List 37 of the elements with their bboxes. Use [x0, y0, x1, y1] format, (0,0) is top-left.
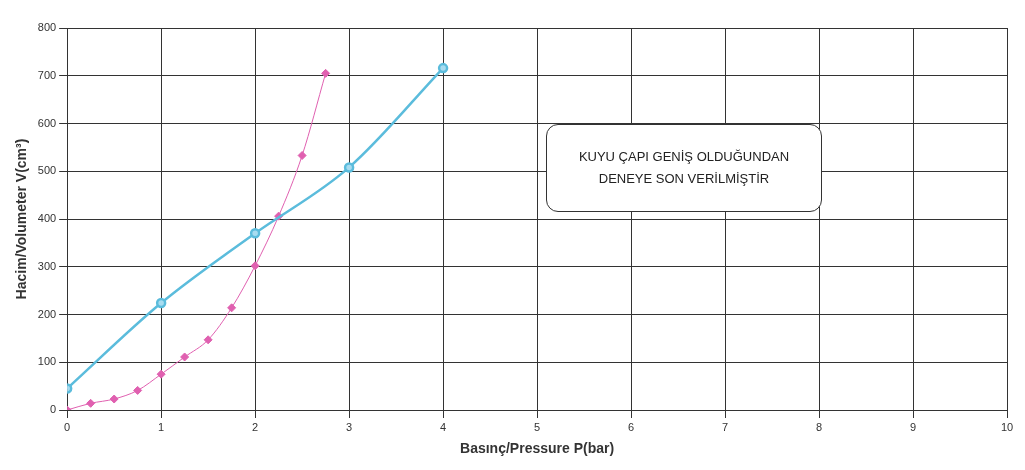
y-axis-title: Hacim/Volumeter V(cm³)	[13, 138, 30, 300]
y-tick-label: 800	[37, 21, 57, 34]
x-tick-label: 9	[909, 420, 917, 433]
x-tick-label: 5	[534, 420, 541, 433]
y-tick-label: 300	[37, 259, 57, 272]
point	[155, 297, 167, 309]
point	[133, 385, 143, 395]
point	[156, 369, 166, 379]
x-tick-label: 4	[440, 420, 447, 433]
y-tick-label: 200	[37, 307, 57, 320]
point	[437, 62, 449, 74]
y-tick-label: 100	[37, 355, 57, 368]
x-tick-label: 2	[252, 420, 259, 433]
y-tick-label: 400	[37, 212, 57, 225]
x-tick-label: 1	[158, 420, 165, 433]
x-tick-label: 0	[64, 420, 71, 433]
point	[203, 335, 213, 345]
point	[227, 303, 237, 313]
y-tick-label: 500	[37, 164, 57, 177]
x-tick-label: 7	[721, 420, 729, 433]
x-tick-label: 10	[1000, 420, 1014, 433]
x-tick-label: 6	[628, 420, 635, 433]
point	[86, 398, 96, 408]
point	[250, 261, 260, 271]
point	[180, 352, 190, 362]
x-tick-label: 8	[815, 420, 823, 433]
point	[249, 228, 261, 239]
point	[297, 150, 307, 160]
y-tick-label: 600	[37, 116, 57, 129]
point	[343, 162, 355, 173]
point	[109, 394, 119, 404]
point	[321, 68, 331, 78]
callout-box: KUYU ÇAPI GENİŞ OLDUĞUNDAN DENEYE SON VERİLMİŞTİR	[546, 124, 822, 212]
y-tick-label: 700	[37, 68, 57, 81]
y-tick-label: 0	[50, 403, 57, 416]
x-axis-title: Basınç/Pressure P(bar)	[460, 440, 615, 457]
x-tick-label: 3	[346, 420, 353, 433]
